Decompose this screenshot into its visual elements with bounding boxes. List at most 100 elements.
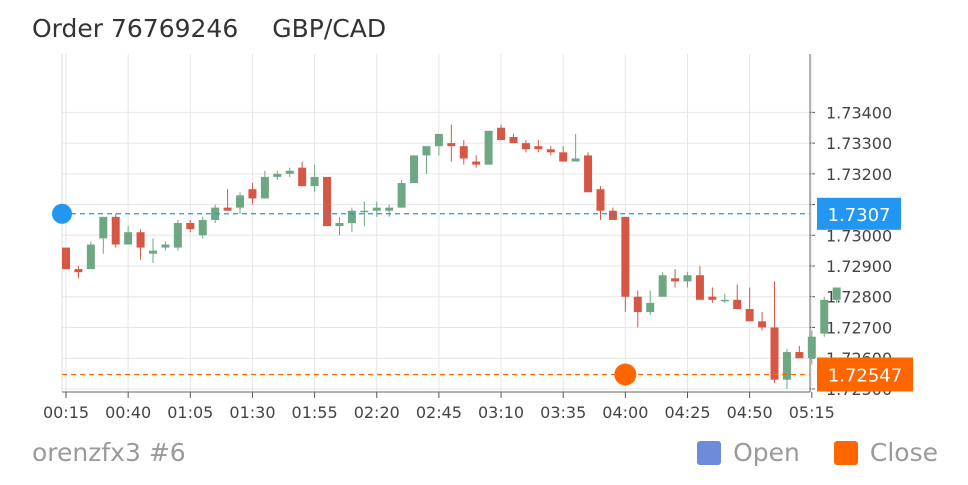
candle-body <box>161 244 170 248</box>
candle-body <box>447 143 456 147</box>
x-tick-label: 04:00 <box>602 403 648 422</box>
candle-body <box>223 207 232 211</box>
open-swatch <box>697 440 722 465</box>
candle-body <box>484 130 493 165</box>
y-tick-label: 1.73000 <box>826 226 892 245</box>
candle-body <box>683 275 692 282</box>
candle-body <box>571 158 580 162</box>
candle-body <box>521 143 530 150</box>
y-tick-label: 1.72900 <box>826 257 892 276</box>
close-price-tag <box>817 357 913 392</box>
order-label: Order 76769246 <box>32 14 239 43</box>
candle-body <box>74 269 83 273</box>
candle-body <box>646 302 655 313</box>
x-tick-label: 01:05 <box>167 403 213 422</box>
open-price-label: 1.7307 <box>828 205 891 226</box>
x-tick-label: 01:55 <box>292 403 338 422</box>
candle-body <box>546 149 555 153</box>
candle-body <box>820 299 829 334</box>
candle-body <box>186 223 195 230</box>
candle-body <box>758 321 767 328</box>
candle-body <box>260 176 269 199</box>
candle-body <box>559 152 568 162</box>
y-tick-label: 1.73200 <box>826 165 892 184</box>
candle-body <box>397 183 406 208</box>
candle-body <box>745 309 754 322</box>
x-tick-label: 02:20 <box>354 403 400 422</box>
candle-body <box>658 275 667 297</box>
candle-body <box>323 176 332 227</box>
candle-body <box>347 210 356 223</box>
x-tick-label: 03:10 <box>478 403 524 422</box>
candle-body <box>534 146 543 150</box>
close-price-label: 1.72547 <box>828 365 902 386</box>
candle-body <box>633 296 642 313</box>
candle-body <box>608 210 617 220</box>
account-label: orenzfx3 #6 <box>32 438 186 467</box>
x-tick-label: 00:40 <box>105 403 151 422</box>
candle-body <box>385 207 394 211</box>
candle-body <box>832 287 841 300</box>
candle-body <box>273 173 282 177</box>
candle-body <box>99 216 108 239</box>
candle-body <box>360 210 369 213</box>
close-price-marker <box>614 363 637 386</box>
candle-body <box>472 161 481 165</box>
open-price-tag <box>817 197 901 230</box>
candle-body <box>111 216 120 245</box>
legend-label-close: Close <box>869 438 938 467</box>
candle-body <box>434 133 443 147</box>
candle-body <box>335 223 344 227</box>
candle-body <box>497 127 506 141</box>
y-tick-label: 1.73300 <box>826 134 892 153</box>
candle-body <box>584 155 593 193</box>
legend-item-close: Close <box>833 438 938 467</box>
candle-body <box>695 275 704 300</box>
candle-body <box>248 189 257 199</box>
x-tick-label: 03:35 <box>540 403 586 422</box>
x-tick-label: 05:15 <box>789 403 835 422</box>
candle-body <box>298 167 307 187</box>
open-price-marker <box>52 203 72 224</box>
candle-body <box>149 250 158 254</box>
candle-body <box>285 170 294 174</box>
close-swatch <box>833 440 858 465</box>
candle-body <box>124 232 133 245</box>
candle-body <box>795 352 804 359</box>
candle-body <box>621 216 630 297</box>
candle-body <box>770 327 779 380</box>
y-tick-label: 1.73400 <box>826 103 892 122</box>
candle-body <box>459 146 468 159</box>
chart-title: Order 76769246 GBP/CAD <box>32 14 386 43</box>
candle-body <box>372 207 381 211</box>
candle-body <box>198 219 207 236</box>
candle-body <box>86 244 95 270</box>
currency-pair: GBP/CAD <box>272 14 387 43</box>
y-tick-label: 1.72800 <box>826 288 892 307</box>
candle-body <box>410 155 419 184</box>
candle-body <box>310 176 319 187</box>
candle-body <box>509 136 518 144</box>
candle-body <box>136 232 145 248</box>
x-tick-label: 00:15 <box>43 403 89 422</box>
candle-body <box>422 146 431 156</box>
x-tick-label: 04:50 <box>727 403 773 422</box>
y-tick-label: 1.72700 <box>826 318 892 337</box>
candle-body <box>671 278 680 282</box>
candle-body <box>720 299 729 302</box>
legend-item-open: Open <box>697 438 800 467</box>
legend: Open Close <box>663 438 938 467</box>
candle-body <box>596 189 605 211</box>
candle-body <box>733 299 742 310</box>
x-tick-label: 04:25 <box>664 403 710 422</box>
x-tick-label: 02:45 <box>416 403 462 422</box>
legend-label-open: Open <box>733 438 800 467</box>
candle-body <box>782 352 791 380</box>
candle-body <box>708 296 717 300</box>
candle-body <box>173 223 182 248</box>
x-tick-label: 01:30 <box>229 403 275 422</box>
candle-body <box>236 195 245 208</box>
candle-body <box>807 336 816 359</box>
candle-body <box>62 247 70 270</box>
